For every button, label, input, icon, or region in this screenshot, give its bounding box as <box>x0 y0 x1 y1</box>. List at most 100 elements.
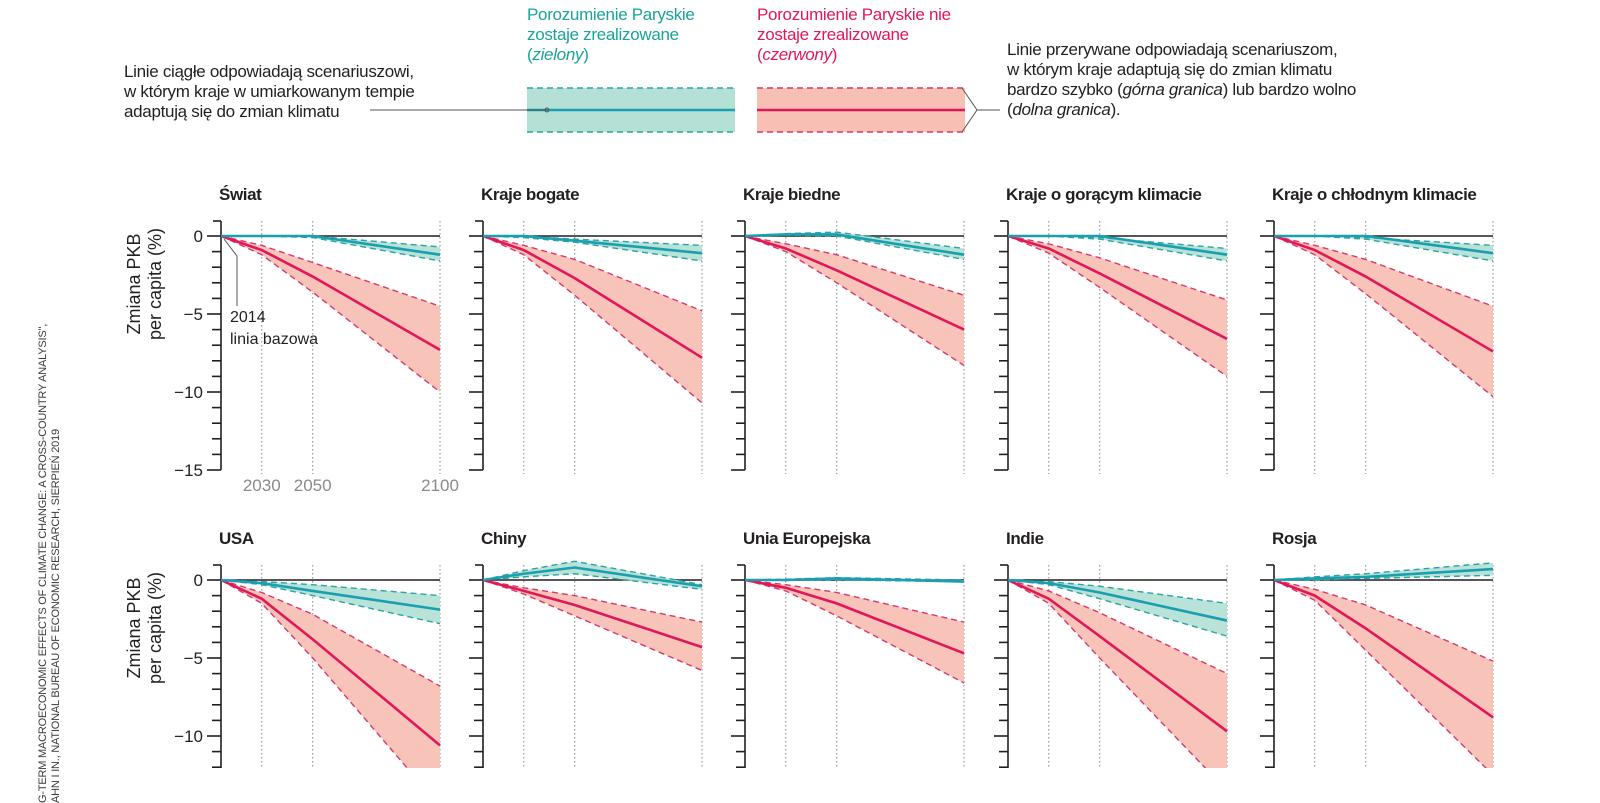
red-lower-bound <box>1273 235 1494 398</box>
green-mid-line <box>744 233 965 257</box>
red-band <box>745 580 964 683</box>
panel-title: Kraje bogate <box>481 185 579 204</box>
legend-dashed-line-1: Linie przerywane odpowiadają scenariuszo… <box>1007 40 1338 59</box>
legend-swatches <box>370 87 1000 133</box>
baseline-annotation-label: linia bazowa <box>230 331 318 348</box>
panel-3: Kraje biedne <box>731 185 965 474</box>
panel-title: Świat <box>219 185 262 204</box>
legend-red-sub-text: czerwony <box>762 45 832 64</box>
legend-red-title: Porozumienie Paryskie nie zostaje zreali… <box>757 5 997 65</box>
legend-solid-line-3: adaptują się do zmian klimatu <box>124 102 340 121</box>
green-mid-line <box>483 234 703 255</box>
x-tick-label: 2030 <box>243 476 281 495</box>
green-upper-bound <box>482 560 703 586</box>
red-upper-bound <box>1007 579 1228 675</box>
red-lower-bound <box>1007 579 1207 768</box>
y-tick-label: −10 <box>174 727 203 746</box>
red-band <box>1274 236 1493 397</box>
green-mid-line <box>1008 234 1228 257</box>
panel-9: Indie <box>994 529 1228 768</box>
panel-7: Chiny <box>469 529 703 768</box>
red-band <box>483 580 702 671</box>
legend-solid-line-1: Linie ciągłe odpowiadają scenariuszowi, <box>124 62 414 81</box>
panel-title: Indie <box>1006 529 1044 548</box>
panel-title: Kraje o chłodnym klimacie <box>1272 185 1476 204</box>
green-mid-line <box>220 578 441 611</box>
panel-6: USA 0 −5 −10 Zmiana PKB per capita (%) <box>124 529 441 768</box>
baseline-annotation-year: 2014 <box>230 309 266 326</box>
legend-green-sub-text: zielony <box>532 45 584 64</box>
red-lower-bound <box>744 579 965 684</box>
red-band <box>745 236 964 366</box>
legend-red-title-line-2: zostaje zrealizowane <box>757 25 909 44</box>
legend-solid-leader-dot <box>544 107 550 113</box>
panel-title: Chiny <box>481 529 527 548</box>
legend-red-sub: (czerwony) <box>757 45 838 64</box>
x-tick-label: 2100 <box>421 476 459 495</box>
y-tick-label: −5 <box>184 649 203 668</box>
green-mid-line <box>482 566 703 588</box>
red-upper-bound <box>1273 579 1494 662</box>
panel-title: Kraje o gorącym klimacie <box>1006 185 1201 204</box>
legend-lower-bound-label: dolna granica <box>1012 100 1111 119</box>
legend-green-title-line-2: zostaje zrealizowane <box>527 25 679 44</box>
panel-8: Unia Europejska <box>731 529 965 768</box>
legend-dashed-line-4a: ( <box>1007 100 1013 119</box>
legend-green-title-line-1: Porozumienie Paryskie <box>527 5 695 24</box>
y-axis-title-line-2: per capita (%) <box>145 228 165 340</box>
red-lower-bound <box>482 235 703 404</box>
y-tick-label: 0 <box>194 571 203 590</box>
red-mid-line <box>220 234 441 352</box>
panel-5: Kraje o chłodnym klimacie <box>1260 185 1494 474</box>
red-band <box>483 236 702 403</box>
red-mid-line <box>1273 578 1494 719</box>
red-upper-bound <box>744 235 965 296</box>
legend-green-sub: (zielony) <box>527 45 589 64</box>
red-upper-bound <box>220 235 441 307</box>
panel-4: Kraje o gorącym klimacie <box>994 185 1228 474</box>
red-mid-line <box>482 234 703 359</box>
red-lower-bound <box>1007 235 1228 377</box>
y-axis-title-line-1: Zmiana PKB <box>124 233 144 334</box>
red-upper-bound <box>220 579 441 687</box>
panel-title: Kraje biedne <box>743 185 840 204</box>
legend-dashed-line-3a: bardzo szybko ( <box>1007 80 1123 99</box>
y-tick-label: −15 <box>174 461 203 480</box>
legend-dashed-line-4c: ). <box>1110 100 1121 119</box>
green-mid-line <box>745 577 965 583</box>
red-band <box>1008 236 1227 377</box>
red-lower-bound <box>482 579 703 672</box>
green-band <box>1008 580 1227 637</box>
red-upper-bound <box>744 579 965 623</box>
red-mid-line <box>744 578 965 655</box>
red-mid-line <box>1007 578 1228 733</box>
red-lower-bound <box>220 579 409 768</box>
y-tick-label: −10 <box>174 383 203 402</box>
green-lower-bound <box>482 573 703 591</box>
red-mid-line <box>744 234 965 331</box>
legend-dashed-line-2: w którym kraje adaptują się do zmian kli… <box>1007 60 1333 79</box>
green-mid-line <box>1273 567 1494 582</box>
panel-2: Kraje bogate <box>469 185 703 474</box>
x-tick-label: 2050 <box>294 476 332 495</box>
green-mid-line <box>221 234 441 257</box>
red-mid-line <box>1007 234 1228 341</box>
panel-title: USA <box>219 529 254 548</box>
legend-dashed-line-3: bardzo szybko (górna granica) lub bardzo… <box>1007 80 1427 100</box>
legend-red-title-line-1: Porozumienie Paryskie nie <box>757 5 951 24</box>
legend-green-title: Porozumienie Paryskie zostaje zrealizowa… <box>527 5 747 65</box>
panel-1: Świat 0 −5 −10 −15 Zmiana PKB per capita (%) 20… <box>124 185 459 495</box>
red-upper-bound <box>482 235 703 312</box>
red-upper-bound <box>1007 235 1228 301</box>
red-upper-bound <box>1273 235 1494 307</box>
red-band <box>221 580 440 768</box>
red-mid-line <box>482 578 703 649</box>
y-axis-title-line-1: Zmiana PKB <box>124 577 144 678</box>
red-mid-line <box>1273 234 1494 353</box>
red-lower-bound <box>744 235 965 367</box>
legend-dashed-line-3c: ) lub bardzo wolno <box>1222 80 1357 99</box>
green-band <box>1274 562 1493 580</box>
red-lower-bound <box>220 235 441 393</box>
